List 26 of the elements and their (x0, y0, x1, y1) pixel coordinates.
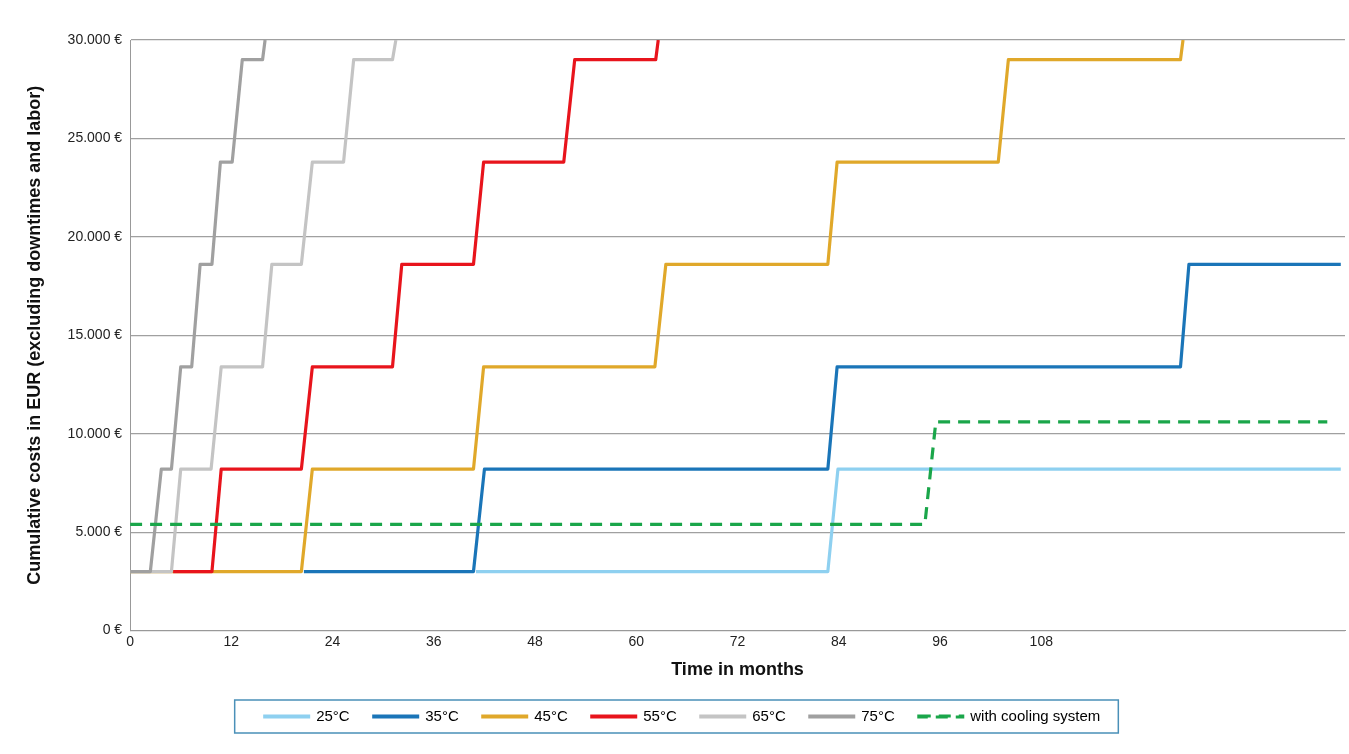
legend-label: 25°C (316, 706, 350, 724)
legend-label: 55°C (643, 706, 677, 724)
y-tick-label: 10.000 € (67, 424, 123, 441)
x-tick-label: 108 (1029, 632, 1054, 649)
x-tick-label: 48 (527, 632, 544, 649)
y-tick-label: 5.000 € (75, 523, 123, 540)
x-tick-label: 96 (932, 632, 949, 649)
x-tick-label: 60 (628, 632, 645, 649)
legend-label: with cooling system (969, 706, 1101, 724)
legend-label: 75°C (861, 706, 895, 724)
legend-label: 45°C (534, 706, 568, 724)
y-tick-label: 0 € (102, 621, 123, 638)
x-tick-label: 36 (426, 632, 442, 649)
x-axis-title: Time in months (671, 659, 804, 680)
x-tick-label: 72 (729, 632, 746, 649)
legend-label: 65°C (752, 706, 786, 724)
x-tick-label: 0 (126, 632, 135, 649)
y-axis-title: Cumulative costs in EUR (excluding downtimes and labor) (23, 85, 44, 585)
y-tick-label: 25.000 € (67, 129, 123, 146)
x-tick-label: 24 (324, 632, 341, 649)
y-tick-label: 20.000 € (67, 227, 123, 244)
legend-label: 35°C (425, 706, 459, 724)
y-tick-label: 30.000 € (67, 30, 123, 47)
x-tick-label: 84 (831, 632, 847, 649)
y-tick-label: 15.000 € (67, 326, 123, 343)
x-tick-label: 12 (223, 632, 240, 649)
